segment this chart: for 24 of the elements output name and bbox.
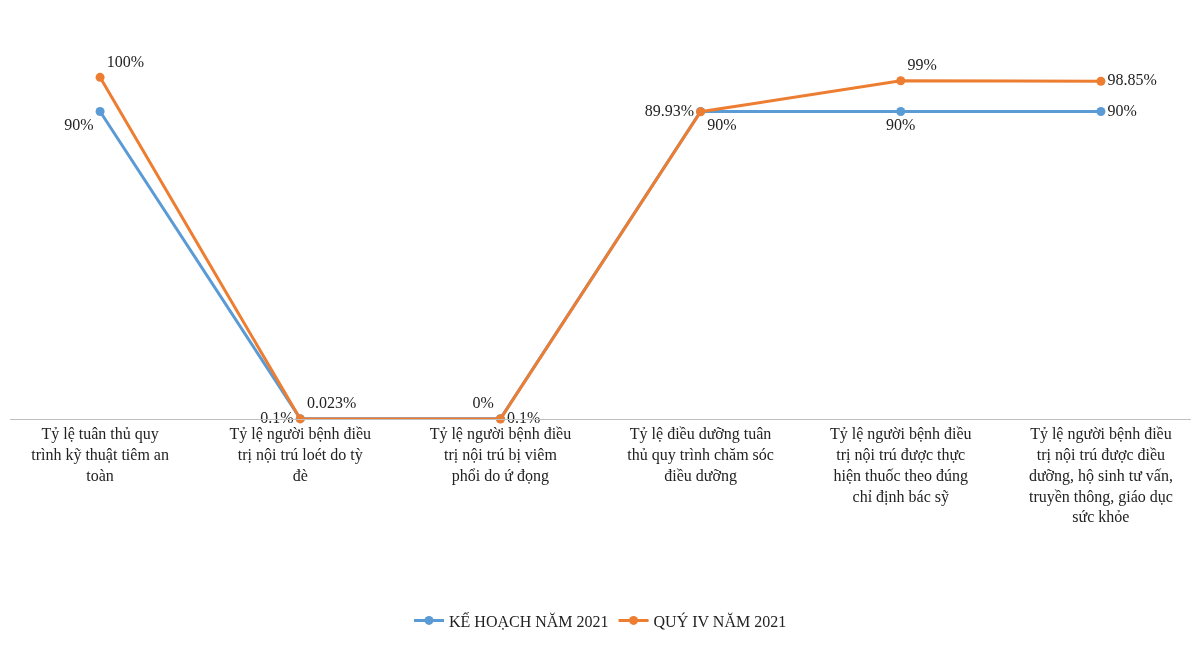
point xyxy=(1096,76,1106,86)
point xyxy=(95,72,105,82)
x-tick-label: Tỷ lệ người bệnh điều trị nội trú được điều dưỡng, hộ sinh tư vấn, truyền thông, giáo dục sức khỏe xyxy=(1028,425,1173,526)
point xyxy=(1096,107,1106,116)
point xyxy=(896,107,906,116)
legend-label: KẾ HOẠCH NĂM 2021 xyxy=(449,611,609,630)
point xyxy=(95,107,105,116)
data-label: 0% xyxy=(472,394,494,412)
point xyxy=(896,76,906,86)
x-tick-label: Tỷ lệ người bệnh điều trị nội trú loét do tỳ đè xyxy=(229,425,372,484)
x-tick-label: Tỷ lệ tuân thủ quy trình kỹ thuật tiêm an toàn xyxy=(31,425,169,484)
data-label: 89.93% xyxy=(644,101,694,119)
data-label: 0.023% xyxy=(306,394,357,412)
x-tick-label: Tỷ lệ người bệnh điều trị nội trú được thực hiện thuốc theo đúng chỉ định bác sỹ xyxy=(829,425,972,506)
data-label: 90% xyxy=(64,116,94,134)
data-label: 99% xyxy=(907,56,937,74)
x-tick-label: Tỷ lệ người bệnh điều trị nội trú bị viêm phổi do ứ đọng xyxy=(429,425,572,485)
x-tick-label: Tỷ lệ điều dưỡng tuân thủ quy trình chăm sóc điều dưỡng xyxy=(627,425,774,485)
data-label: 90% xyxy=(707,116,737,134)
data-label: 100% xyxy=(106,52,145,70)
data-label: 98.85% xyxy=(1107,71,1157,89)
data-label: 90% xyxy=(1107,101,1137,119)
data-label: 90% xyxy=(886,116,916,134)
legend-label: QUÝ IV NĂM 2021 xyxy=(653,611,787,630)
